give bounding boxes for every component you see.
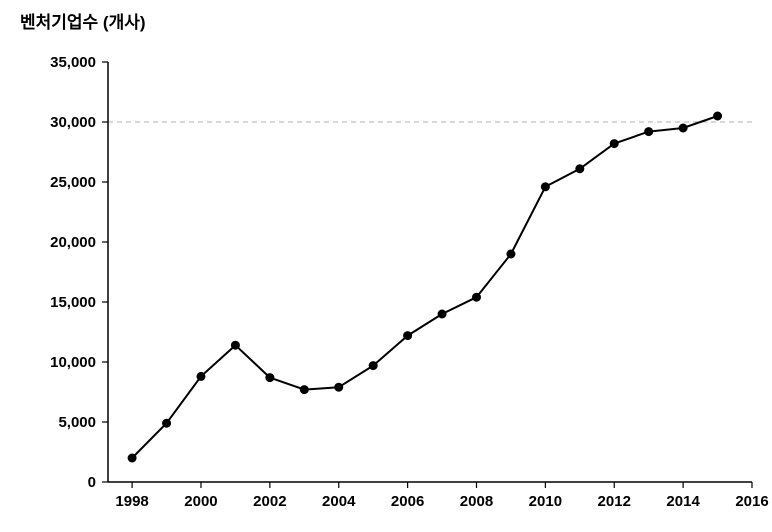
chart-container: 벤처기업수 (개사) 0 5,000 10,000 15,000 20,000 25,000… xyxy=(0,0,772,532)
data-point xyxy=(128,454,137,463)
data-point xyxy=(713,112,722,121)
data-point xyxy=(196,372,205,381)
chart-title: 벤처기업수 (개사) xyxy=(20,13,146,32)
x-tick-label: 2006 xyxy=(391,493,424,510)
y-tick-label: 20,000 xyxy=(50,234,96,251)
data-point xyxy=(644,127,653,136)
y-tick-label: 35,000 xyxy=(50,54,96,71)
line-chart: 벤처기업수 (개사) 0 5,000 10,000 15,000 20,000 25,000… xyxy=(0,0,772,532)
data-point xyxy=(334,383,343,392)
x-tick-label: 2000 xyxy=(184,493,217,510)
data-point xyxy=(679,124,688,133)
y-tick-label: 25,000 xyxy=(50,174,96,191)
data-point xyxy=(610,139,619,148)
data-point xyxy=(472,293,481,302)
data-point xyxy=(506,250,515,259)
data-point xyxy=(265,373,274,382)
y-tick-label: 10,000 xyxy=(50,354,96,371)
x-tick-label: 2010 xyxy=(529,493,562,510)
data-point xyxy=(300,385,309,394)
data-point xyxy=(403,331,412,340)
data-point xyxy=(162,419,171,428)
y-tick-label: 30,000 xyxy=(50,114,96,131)
x-tick-label: 2002 xyxy=(253,493,286,510)
data-point xyxy=(541,182,550,191)
data-point xyxy=(369,361,378,370)
x-tick-label: 2008 xyxy=(460,493,493,510)
data-point xyxy=(438,310,447,319)
data-point xyxy=(575,164,584,173)
y-tick-label: 15,000 xyxy=(50,294,96,311)
data-point xyxy=(231,341,240,350)
x-tick-label: 2012 xyxy=(598,493,631,510)
y-tick-label: 5,000 xyxy=(58,414,96,431)
x-tick-label: 2014 xyxy=(666,493,700,510)
x-tick-label: 2016 xyxy=(735,493,768,510)
x-tick-label: 2004 xyxy=(322,493,356,510)
y-tick-label: 0 xyxy=(88,474,96,491)
x-tick-label: 1998 xyxy=(115,493,148,510)
chart-background xyxy=(0,0,772,532)
